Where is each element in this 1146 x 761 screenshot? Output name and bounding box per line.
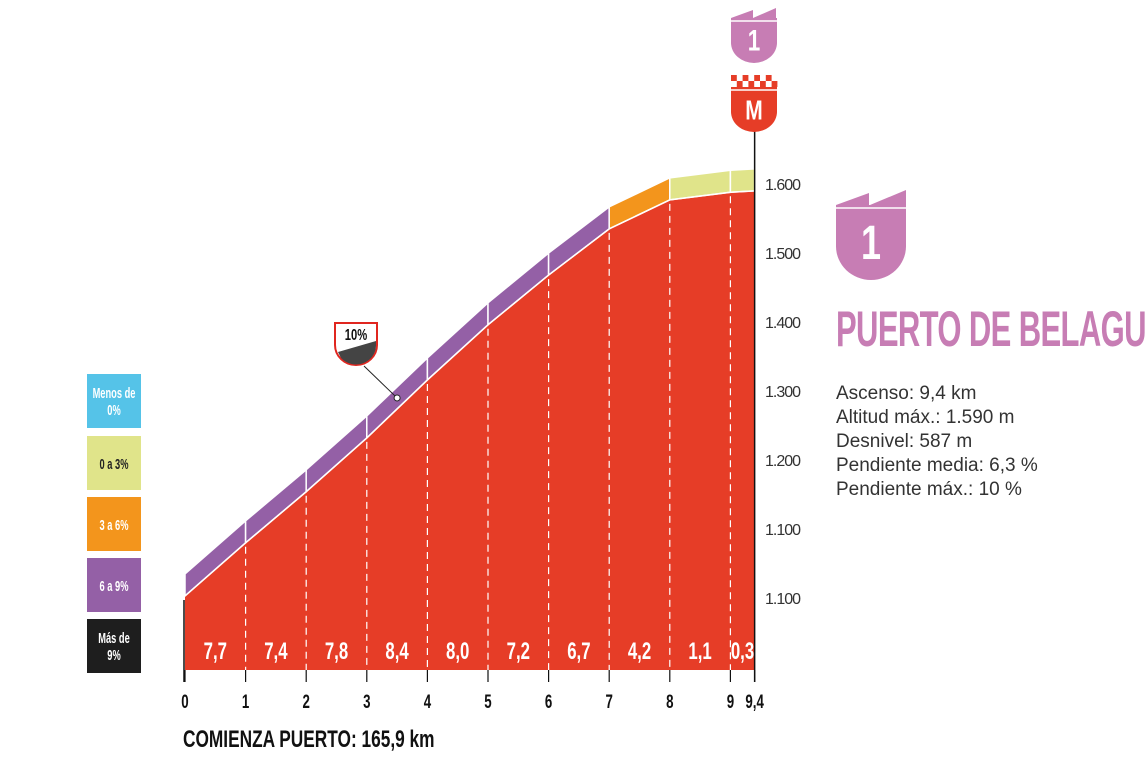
segment-gradient-label: 7,7 [204,638,227,665]
stat-max-altitude: Altitud máx.: 1.590 m [836,407,1015,428]
checkered-flag-cell [771,81,778,87]
category-badge-large-label: 1 [861,216,881,269]
summit-badge-label: M [745,96,762,127]
legend-label: 3 a 6% [100,517,129,534]
legend-swatch [87,374,141,428]
checkered-flag-cell [748,81,755,87]
summit-badge [731,87,777,132]
legend-swatch [87,558,141,612]
legend-swatch [87,619,141,673]
legend-label: 0 a 3% [100,456,129,473]
y-tick-label: 1.100 [765,591,801,608]
marker-point [393,394,401,402]
y-tick-label: 1.100 [765,522,801,539]
legend-label: Menos de 0% [93,385,136,419]
checkered-flag-cell [736,81,743,87]
profile-line [184,190,755,597]
x-tick-label: 9 [727,692,734,713]
category-badge-top-flags [731,8,776,18]
profile-area [185,190,755,670]
legend-swatch [87,497,141,551]
segment-gradient-label: 7,8 [325,638,348,665]
segment-gradient-label: 0,3 [731,638,754,665]
legend-label: Más de 9% [98,630,130,664]
checkered-flag-cell [765,75,772,81]
category-badge-small-label: 1 [748,23,761,57]
x-tick-label: 7 [606,692,613,713]
x-tick-label: 5 [484,692,491,713]
y-tick-label: 1.600 [765,177,801,194]
max-gradient-badge-slope [338,341,376,365]
stat-average-gradient: Pendiente media: 6,3 % [836,455,1038,476]
marker-leader-line [363,365,398,399]
x-tick-label: 6 [545,692,552,713]
start-km-label: COMIENZA PUERTO: 165,9 km [183,726,435,752]
x-tick-label: 0 [181,692,188,713]
y-tick-label: 1.500 [765,246,801,263]
x-tick-label: 2 [303,692,310,713]
y-tick-label: 1.400 [765,315,801,332]
checkered-flag-cell [754,75,760,81]
checkered-flag-cell [742,75,749,81]
gradient-band-segment [729,168,756,194]
checkered-flag-cell [731,75,737,81]
segment-gradient-label: 7,2 [507,638,530,665]
x-tick-label: 1 [242,692,249,713]
category-badge-large-flags [836,190,906,205]
segment-gradient-label: 4,2 [628,638,651,665]
segment-gradient-label: 8,4 [385,638,409,665]
checkered-flag-cell [760,81,766,87]
segment-gradient-label: 7,4 [264,638,288,665]
stat-ascent: Ascenso: 9,4 km [836,383,977,404]
segment-gradient-label: 1,1 [688,638,711,665]
max-gradient-label: 10% [345,325,367,344]
segment-gradient-label: 6,7 [567,638,590,665]
x-tick-label: 9,4 [745,692,764,713]
x-tick-label: 4 [424,692,432,713]
climb-title: PUERTO DE BELAGUA [836,301,1146,357]
climb-stats: Ascenso: 9,4 km Altitud máx.: 1.590 m De… [836,382,1038,502]
category-badge-large [836,205,906,280]
stat-elevation-gain: Desnivel: 587 m [836,431,973,452]
category-badge-small [731,18,777,63]
legend-swatch [87,436,141,490]
legend-label: 6 a 9% [100,578,129,595]
segment-gradient-label: 8,0 [446,638,469,665]
x-tick-label: 8 [666,692,673,713]
stat-max-gradient: Pendiente máx.: 10 % [836,479,1022,500]
y-tick-label: 1.200 [765,453,801,470]
y-tick-label: 1.300 [765,384,801,401]
x-tick-label: 3 [363,692,370,713]
